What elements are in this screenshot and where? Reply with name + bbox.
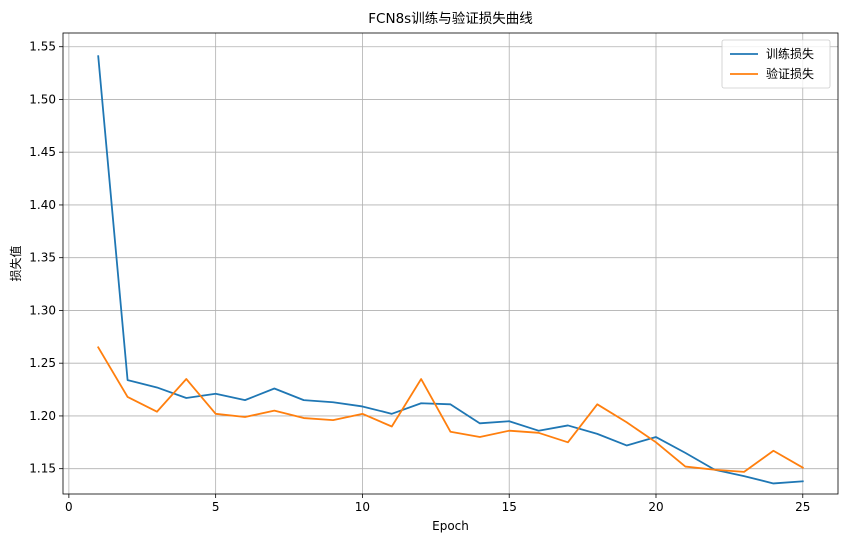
x-tick-label: 0 [65,500,73,514]
y-tick-label: 1.30 [29,303,56,317]
x-tick-label: 15 [502,500,517,514]
x-tick-label: 5 [212,500,220,514]
legend-label-train: 训练损失 [766,46,814,61]
x-axis-ticks: 0 5 10 15 20 25 [65,494,810,514]
series-line-val-loss [96,346,804,473]
y-tick-label: 1.20 [29,409,56,423]
plot-frame [62,32,839,495]
grid-layer [63,33,838,494]
series-line-train-loss [97,55,804,485]
x-axis-label: Epoch [432,519,469,533]
legend-label-val: 验证损失 [766,66,814,81]
y-axis-label: 损失值 [8,245,23,281]
y-tick-label: 1.45 [29,145,56,159]
y-axis-ticks: 1.15 1.20 1.25 1.30 1.35 1.40 1.45 1.50 1.55 [29,40,63,476]
y-tick-label: 1.35 [29,251,56,265]
y-tick-label: 1.55 [29,40,56,54]
x-tick-label: 25 [795,500,810,514]
y-tick-label: 1.15 [29,462,56,476]
y-tick-label: 1.50 [29,92,56,106]
series-layer [96,55,804,485]
y-tick-label: 1.25 [29,356,56,370]
x-tick-label: 10 [355,500,370,514]
legend-box [721,39,831,89]
legend: 训练损失 验证损失 [721,39,831,89]
chart-title: FCN8s训练与验证损失曲线 [368,11,532,27]
x-tick-label: 20 [648,500,663,514]
y-tick-label: 1.40 [29,198,56,212]
